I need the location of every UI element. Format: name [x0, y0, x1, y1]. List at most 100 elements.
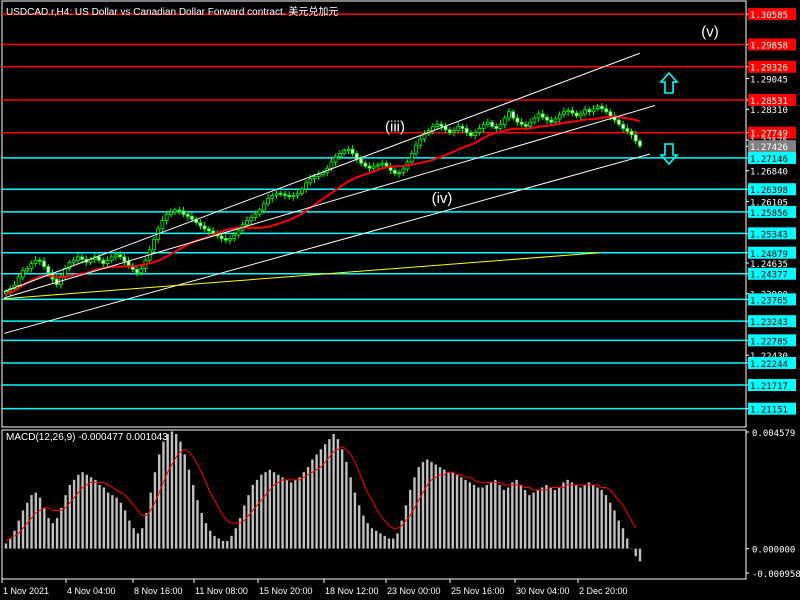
macd-bar — [574, 484, 578, 549]
macd-bar — [545, 484, 548, 549]
macd-bar — [238, 518, 242, 549]
candle-body — [435, 123, 440, 127]
macd-bar — [430, 462, 433, 549]
macd-bar — [81, 472, 84, 549]
macd-bar — [285, 479, 289, 549]
macd-bar — [387, 538, 391, 549]
macd-bar — [26, 502, 29, 549]
candle-body — [139, 268, 144, 274]
main-panel-frame — [1, 0, 747, 428]
macd-bar — [566, 479, 569, 549]
time-tick-label: 2 Dec 20:00 — [579, 586, 628, 596]
macd-bar — [451, 472, 454, 549]
candle-body — [223, 238, 228, 241]
candle-body — [101, 259, 106, 264]
candle-body — [397, 172, 401, 174]
macd-bar — [268, 469, 272, 549]
macd-bar — [613, 510, 616, 549]
candle-body — [232, 234, 237, 239]
candle-body — [473, 132, 478, 136]
price-tick-label: 1.23765 — [750, 296, 788, 306]
channel-upper-line — [3, 52, 641, 293]
candle-body — [409, 153, 414, 163]
macd-bar — [489, 482, 493, 549]
wave-label: (iii) — [385, 118, 405, 135]
candle-body — [113, 254, 118, 258]
candle-body — [494, 125, 499, 129]
macd-bar — [217, 538, 220, 549]
macd-bar — [140, 528, 144, 549]
candle-body — [135, 269, 139, 274]
macd-bar — [264, 472, 267, 549]
candle-body — [308, 178, 313, 184]
candle-body — [549, 119, 554, 123]
macd-bar — [277, 474, 280, 549]
macd-bar — [119, 502, 123, 549]
macd-bar — [89, 477, 93, 549]
macd-bar — [366, 523, 369, 549]
candle-body — [274, 192, 279, 196]
macd-bar — [536, 490, 540, 549]
candle-body — [266, 197, 270, 205]
macd-bar — [519, 484, 523, 549]
macd-bar — [540, 487, 544, 549]
macd-bar — [502, 490, 506, 549]
macd-bar — [523, 490, 527, 549]
macd-bar — [630, 548, 633, 550]
candle-body — [418, 138, 423, 146]
price-tick-label: 1.21717 — [750, 382, 788, 392]
candle-body — [168, 211, 173, 215]
price-label-box — [748, 227, 796, 240]
candle-body — [211, 230, 216, 234]
macd-bar — [634, 548, 637, 557]
candle-body — [414, 144, 418, 154]
macd-bar — [472, 484, 476, 549]
candle-body — [490, 121, 494, 127]
macd-bar — [498, 484, 501, 549]
macd-bar — [409, 490, 412, 549]
price-tick-label: 1.22244 — [750, 360, 788, 370]
candle-body — [46, 266, 51, 274]
candle-body — [164, 213, 169, 221]
macd-bar — [255, 479, 259, 549]
price-label-box — [748, 293, 796, 306]
macd-bar — [55, 518, 59, 549]
price-tick-label: 1.26398 — [750, 186, 788, 196]
candle-body — [354, 153, 359, 160]
macd-bar — [4, 543, 8, 549]
candle-body — [532, 117, 537, 123]
channel-lower-line — [3, 153, 651, 334]
macd-bar — [226, 540, 229, 549]
macd-bar — [43, 507, 46, 549]
macd-bar — [98, 484, 101, 549]
macd-bar — [289, 482, 293, 549]
macd-bar — [383, 535, 386, 549]
macd-title: MACD(12,26,9) -0.000477 0.001043 — [6, 432, 168, 443]
candle-body — [380, 162, 385, 166]
candle-body — [523, 123, 528, 127]
macd-bar — [315, 454, 318, 549]
candle-body — [439, 123, 444, 127]
macd-bar — [579, 487, 582, 549]
price-label-box — [748, 93, 796, 106]
candle-body — [595, 105, 600, 110]
macd-bar — [9, 538, 12, 549]
macd-bar — [549, 487, 552, 549]
macd-bar — [17, 520, 20, 549]
macd-bar — [111, 495, 114, 549]
candle-body — [456, 125, 461, 131]
candle-body — [63, 268, 68, 277]
candle-body — [447, 129, 452, 134]
price-tick-label: 1.25343 — [750, 230, 788, 240]
macd-bar — [617, 520, 620, 549]
macd-bar — [468, 482, 471, 549]
candle-body — [25, 268, 30, 272]
macd-bar — [426, 459, 429, 549]
candle-body — [502, 117, 507, 125]
candle-body — [253, 213, 258, 218]
candle-body — [359, 158, 363, 164]
candle-body — [591, 108, 596, 113]
macd-bar — [477, 487, 480, 549]
